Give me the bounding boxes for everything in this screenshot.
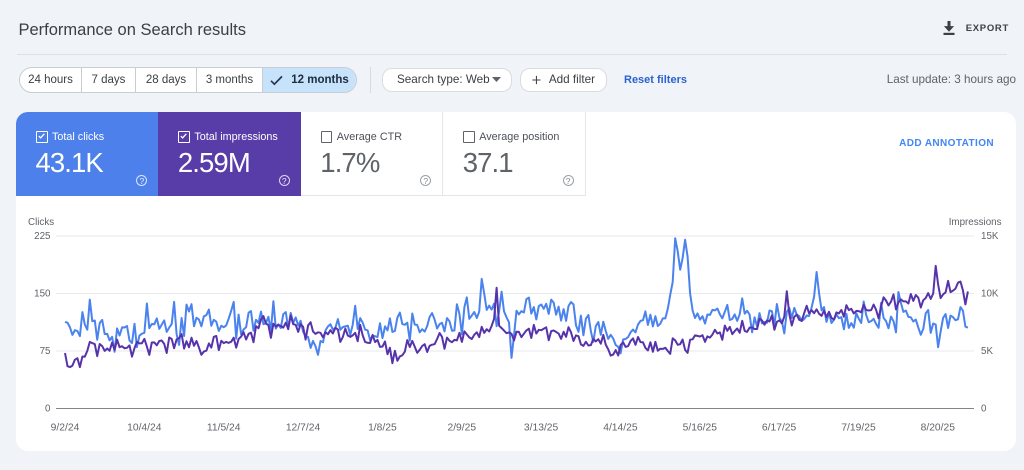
svg-text:Impressions: Impressions [949, 217, 1002, 228]
svg-text:8/20/25: 8/20/25 [921, 423, 956, 434]
svg-text:10K: 10K [981, 288, 999, 299]
svg-text:9/2/24: 9/2/24 [51, 423, 80, 434]
svg-text:5/16/25: 5/16/25 [683, 423, 718, 434]
svg-text:6/17/25: 6/17/25 [762, 423, 797, 434]
svg-text:15K: 15K [981, 231, 999, 242]
svg-text:75: 75 [40, 346, 51, 357]
svg-text:1/8/25: 1/8/25 [368, 423, 397, 434]
svg-text:2/9/25: 2/9/25 [447, 423, 476, 434]
svg-text:0: 0 [45, 403, 51, 414]
svg-text:225: 225 [34, 231, 51, 242]
svg-text:10/4/24: 10/4/24 [127, 423, 162, 434]
svg-text:Clicks: Clicks [28, 217, 54, 228]
svg-text:0: 0 [981, 403, 987, 414]
svg-text:5K: 5K [981, 346, 993, 357]
svg-text:12/7/24: 12/7/24 [286, 423, 321, 434]
svg-text:11/5/24: 11/5/24 [207, 423, 241, 434]
svg-text:3/13/25: 3/13/25 [524, 423, 559, 434]
svg-text:150: 150 [34, 288, 51, 299]
svg-text:7/19/25: 7/19/25 [841, 423, 876, 434]
svg-text:4/14/25: 4/14/25 [603, 423, 638, 434]
